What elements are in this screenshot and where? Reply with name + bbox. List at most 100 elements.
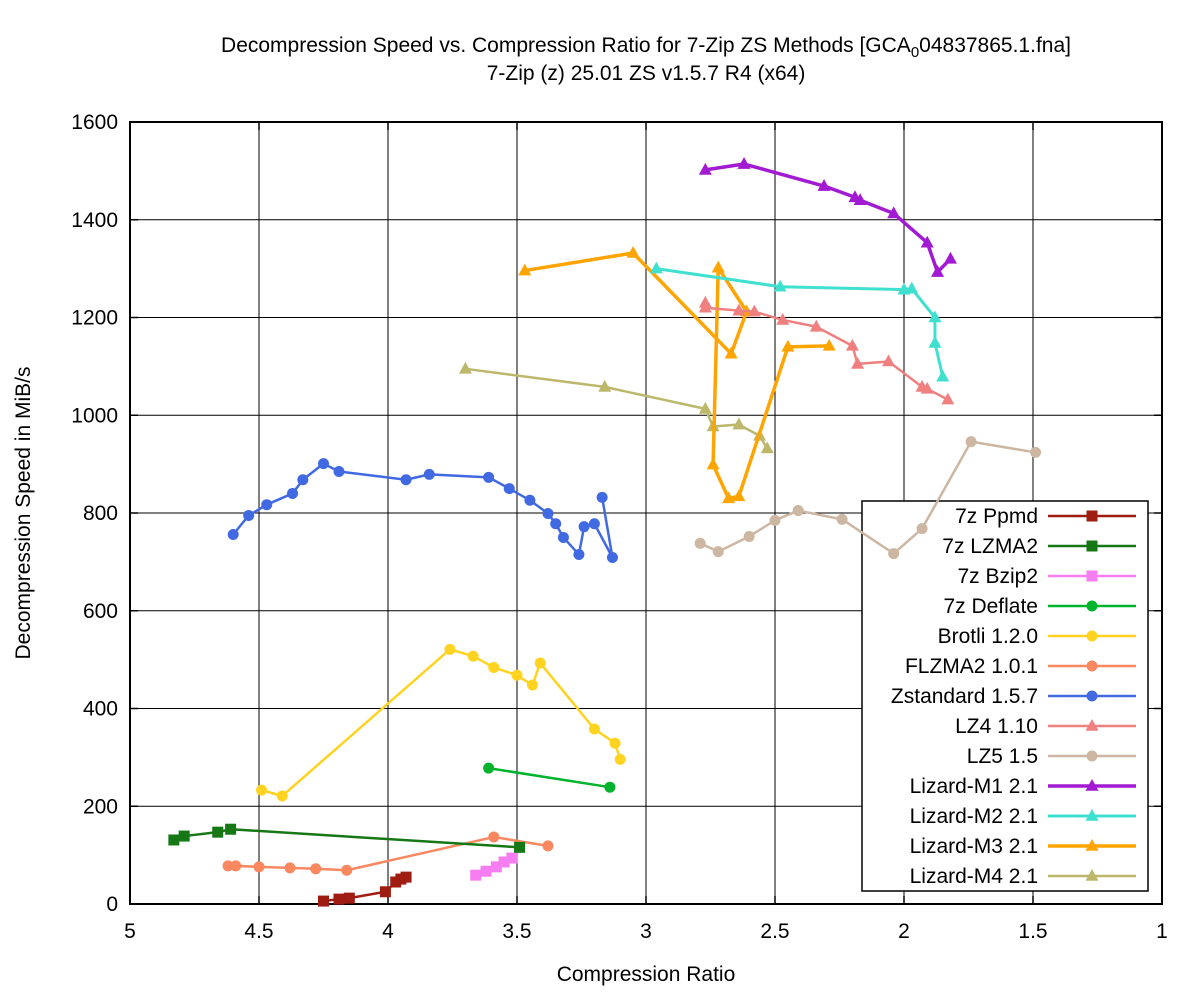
legend-item-lizard-m4-2-1: Lizard-M4 2.1 [910, 865, 1136, 888]
legend-item-7z-lzma2: 7z LZMA2 [942, 535, 1136, 558]
series-lizard-m1-2-1 [698, 157, 957, 277]
data-point-triangle [851, 356, 865, 369]
y-tick-label: 1200 [71, 307, 118, 330]
data-point-circle [423, 468, 435, 480]
data-point-triangle [928, 310, 942, 323]
series-line [487, 766, 612, 789]
series-lz5-1-5 [694, 436, 1042, 560]
legend-label: FLZMA2 1.0.1 [905, 655, 1038, 678]
data-point-triangle [936, 369, 950, 382]
data-point-circle [836, 513, 848, 525]
data-point-circle [916, 523, 928, 535]
x-tick-label: 3.5 [502, 920, 531, 943]
series-lz4-1-10 [698, 295, 955, 405]
series-line [703, 162, 953, 274]
data-point-triangle [711, 260, 725, 273]
plot-border [129, 121, 1163, 905]
data-point-circle [467, 650, 479, 662]
legend-label: Zstandard 1.5.7 [891, 685, 1038, 708]
x-tick-label: 4 [382, 920, 394, 943]
data-point-square [490, 861, 502, 873]
data-point-triangle [853, 193, 867, 205]
data-point-triangle [706, 457, 720, 470]
data-point-triangle [626, 245, 640, 258]
data-point-circle [287, 487, 299, 499]
data-point-circle [227, 529, 239, 541]
data-point-triangle [882, 354, 896, 367]
series-zstandard-1-5-7 [227, 458, 618, 563]
data-point-circle [261, 499, 273, 511]
data-point-circle [341, 864, 353, 876]
legend-item-lizard-m2-2-1: Lizard-M2 2.1 [910, 805, 1136, 828]
legend-label: 7z Bzip2 [957, 565, 1038, 588]
data-point-triangle [698, 401, 712, 414]
data-point-circle [400, 474, 412, 486]
legend-item-brotli-1-2-0: Brotli 1.2.0 [938, 625, 1136, 648]
legend-label: 7z LZMA2 [942, 535, 1038, 558]
data-point-triangle [920, 235, 934, 248]
series-line [231, 462, 614, 559]
data-point-circle [444, 643, 456, 655]
series-brotli-1-2-0 [256, 643, 626, 802]
legend-label: 7z Deflate [943, 595, 1038, 618]
data-point-circle [243, 509, 255, 521]
data-point-triangle [732, 489, 746, 502]
data-point-circle [310, 863, 322, 875]
data-point-triangle [747, 304, 761, 317]
data-point-triangle [920, 381, 934, 394]
data-point-circle [694, 537, 706, 549]
data-point-circle [888, 548, 900, 560]
data-point-triangle [845, 338, 859, 351]
legend-item-7z-deflate: 7z Deflate [943, 595, 1136, 618]
legend-item-7z-ppmd: 7z Ppmd [955, 505, 1136, 528]
series-line [522, 251, 831, 501]
data-point-circle [769, 514, 781, 526]
legend-item-7z-bzip2: 7z Bzip2 [957, 565, 1136, 588]
data-point-circle [230, 860, 242, 872]
x-tick-label: 5 [124, 920, 136, 943]
data-point-square [343, 892, 355, 904]
data-point-circle [483, 471, 495, 483]
series-lizard-m2-2-1 [649, 261, 950, 382]
data-point-circle [596, 491, 608, 503]
chart-subtitle: 7-Zip (z) 25.01 ZS v1.5.7 R4 (x64) [487, 62, 806, 85]
series-7z-bzip2 [470, 852, 518, 881]
data-point-circle [542, 840, 554, 852]
legend-label: Lizard-M1 2.1 [910, 775, 1038, 798]
legend-item-lizard-m1-2-1: Lizard-M1 2.1 [910, 775, 1136, 798]
data-point-square [480, 865, 492, 877]
data-point-circle [573, 549, 585, 561]
data-point-triangle [776, 312, 790, 325]
legend-item-zstandard-1-5-7: Zstandard 1.5.7 [891, 685, 1136, 708]
data-point-circle [256, 784, 268, 796]
data-point-triangle [1085, 869, 1099, 881]
data-point-circle [588, 518, 600, 530]
data-point-triangle [732, 417, 746, 430]
data-point-circle [792, 505, 804, 517]
data-point-triangle [760, 441, 774, 454]
y-axis-title: Decompression Speed in MiB/s [12, 367, 35, 660]
data-point-triangle [887, 206, 901, 219]
data-point-square [400, 871, 412, 883]
legend-label: Brotli 1.2.0 [938, 625, 1038, 648]
data-point-circle [542, 507, 554, 519]
data-point-circle [578, 521, 590, 533]
data-point-circle [557, 531, 569, 543]
x-tick-label: 3 [640, 920, 652, 943]
legend: 7z Ppmd 7z LZMA2 7z Bzip2 7z Deflate Brotli … [861, 500, 1149, 892]
data-point-triangle [931, 265, 945, 277]
y-tick-label: 1600 [71, 111, 118, 134]
data-point-circle [588, 723, 600, 735]
data-point-circle [1030, 446, 1042, 458]
data-point-circle [712, 546, 724, 558]
data-point-triangle [649, 261, 663, 274]
data-point-circle [333, 465, 345, 477]
data-point-circle [1086, 630, 1098, 642]
data-point-circle [534, 657, 546, 669]
data-point-circle [965, 436, 977, 448]
legend-item-lz4-1-10: LZ4 1.10 [955, 715, 1136, 738]
data-point-circle [614, 753, 626, 765]
data-point-square [178, 830, 190, 842]
